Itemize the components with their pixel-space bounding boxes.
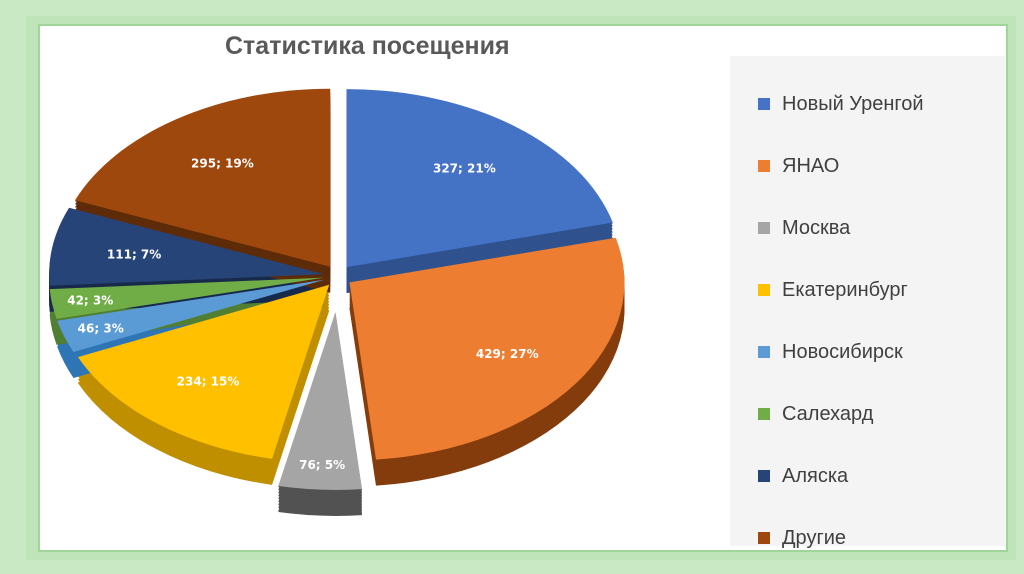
legend-label: Новосибирск [782, 340, 903, 363]
pie-slice-8 [75, 88, 331, 267]
legend-swatch [758, 408, 770, 420]
legend-item: Екатеринбург [758, 276, 908, 304]
legend-label: Екатеринбург [782, 278, 908, 301]
legend-label: Новый Уренгой [782, 92, 924, 115]
chart-legend: Новый Уренгой ЯНАО Москва Екатеринбург Новос… [730, 56, 1005, 549]
legend-swatch [758, 98, 770, 110]
data-label-6: 42; 3% [67, 293, 113, 307]
data-label-7: 111; 7% [107, 247, 161, 261]
legend-swatch [758, 284, 770, 296]
pie-slice-5 [57, 279, 325, 352]
legend-swatch [758, 532, 770, 544]
legend-item: Москва [758, 214, 850, 242]
data-label-5: 46; 3% [78, 322, 124, 336]
legend-item: Другие [758, 524, 846, 552]
pie-slice-4 [77, 284, 330, 459]
legend-item: Новосибирск [758, 338, 903, 366]
pie-slice-3 [278, 311, 363, 490]
pie-slice-1 [346, 89, 613, 268]
legend-swatch [758, 160, 770, 172]
legend-item: Новый Уренгой [758, 90, 924, 118]
pie-slice-2 [349, 237, 625, 460]
data-label-1: 327; 21% [433, 162, 496, 176]
legend-item: Аляска [758, 462, 848, 490]
pie-chart: 327; 21% 429; 27% 76; 5% 234; 15% 46; 3% 42; … [49, 88, 625, 516]
data-label-3: 76; 5% [299, 458, 345, 472]
legend-label: Москва [782, 216, 851, 239]
pie-slice-7 [49, 207, 325, 286]
slide: Статистика посещения 327; 21% 429; 27% 76;… [38, 24, 1008, 552]
legend-label: ЯНАО [782, 154, 840, 177]
pie-slice-6 [49, 277, 325, 319]
data-label-4: 234; 15% [177, 375, 240, 389]
legend-item: ЯНАО [758, 152, 839, 180]
legend-label: Другие [782, 526, 847, 549]
data-label-8: 295; 19% [191, 156, 254, 170]
legend-swatch [758, 222, 770, 234]
legend-swatch [758, 346, 770, 358]
chart-title: Статистика посещения [225, 32, 510, 60]
legend-swatch [758, 470, 770, 482]
legend-label: Аляска [782, 464, 849, 487]
data-label-2: 429; 27% [476, 347, 539, 361]
legend-item: Салехард [758, 400, 873, 428]
legend-label: Салехард [782, 402, 874, 425]
